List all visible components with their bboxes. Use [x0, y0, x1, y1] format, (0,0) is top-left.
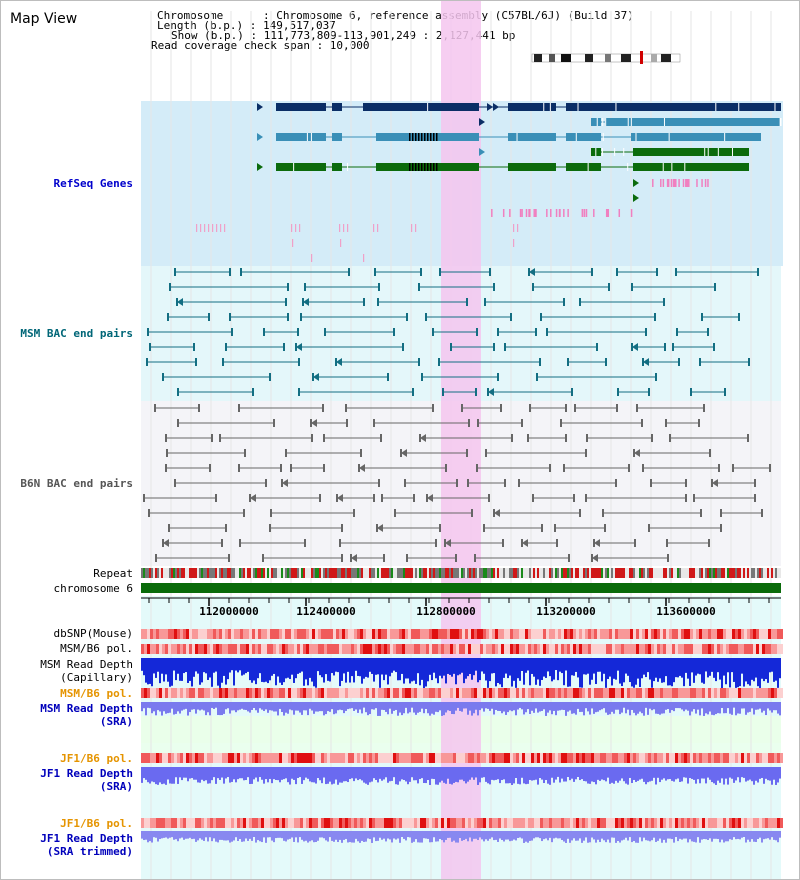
track-label-msm-depth-capillary-sub: (Capillary) — [60, 671, 133, 684]
track-label-jf1-b6-pol-2: JF1/B6 pol. — [60, 817, 133, 830]
msm-b6-pol-strip — [141, 644, 783, 654]
track-label-jf1-depth-trimmed-sub: (SRA trimmed) — [46, 845, 133, 858]
jf1-depth-sra-trimmed — [141, 831, 781, 843]
track-label-jf1-depth: JF1 Read Depth — [40, 767, 133, 780]
ruler: 112000000 112400000 112800000 113200000 1136… — [141, 597, 781, 618]
ruler-tick-label: 113200000 — [536, 605, 596, 618]
track-label-chromosome: chromosome 6 — [53, 582, 133, 595]
track-label-repeat: Repeat — [93, 567, 133, 580]
grid-lines — [150, 11, 772, 879]
page-title: Map View — [10, 11, 78, 27]
track-label-msm-depth-sra-sub: (SRA) — [99, 715, 133, 728]
dbsnp-strip — [141, 629, 783, 639]
track-label-b6n-bac[interactable]: B6N BAC end pairs — [20, 477, 133, 490]
chromosome-bar — [141, 583, 781, 593]
refseq-gene-features[interactable] — [257, 103, 782, 202]
msm-depth-capillary — [141, 658, 781, 688]
msm-bac-end-pairs[interactable] — [146, 268, 759, 396]
highlight-region[interactable] — [441, 1, 481, 880]
jf1-depth-sra — [141, 767, 781, 785]
length-info: Length (b.p.) : 149,517,037 — [157, 19, 336, 32]
track-label-dbsnp: dbSNP(Mouse) — [53, 627, 133, 640]
track-label-msm-bac[interactable]: MSM BAC end pairs — [20, 327, 133, 340]
msm-depth-sra — [141, 702, 781, 716]
repeat-track — [141, 568, 781, 578]
ruler-tick-label: 112000000 — [199, 605, 259, 618]
track-label-msm-depth-sra: MSM Read Depth — [40, 702, 133, 715]
track-label-refseq[interactable]: RefSeq Genes — [53, 177, 133, 190]
refseq-pink-marks — [196, 179, 709, 262]
jf1-b6-pol-strip-2 — [141, 818, 783, 828]
track-label-jf1-b6-pol: JF1/B6 pol. — [60, 752, 133, 765]
ruler-tick-label: 112800000 — [416, 605, 476, 618]
b6n-bac-end-pairs[interactable] — [143, 404, 771, 562]
msm-b6-pol-strip-2 — [141, 688, 783, 698]
track-label-jf1-depth-trimmed: JF1 Read Depth — [40, 832, 133, 845]
track-label-msm-depth-capillary: MSM Read Depth — [40, 658, 133, 671]
track-label-jf1-depth-sub: (SRA) — [99, 780, 133, 793]
ruler-tick-label: 113600000 — [656, 605, 716, 618]
chromosome-ideogram[interactable] — [531, 51, 681, 64]
track-label-msm-b6-pol-orange: MSM/B6 pol. — [60, 687, 133, 700]
ruler-tick-label: 112400000 — [296, 605, 356, 618]
track-label-msm-b6-pol: MSM/B6 pol. — [60, 642, 133, 655]
jf1-b6-pol-strip — [141, 753, 783, 763]
